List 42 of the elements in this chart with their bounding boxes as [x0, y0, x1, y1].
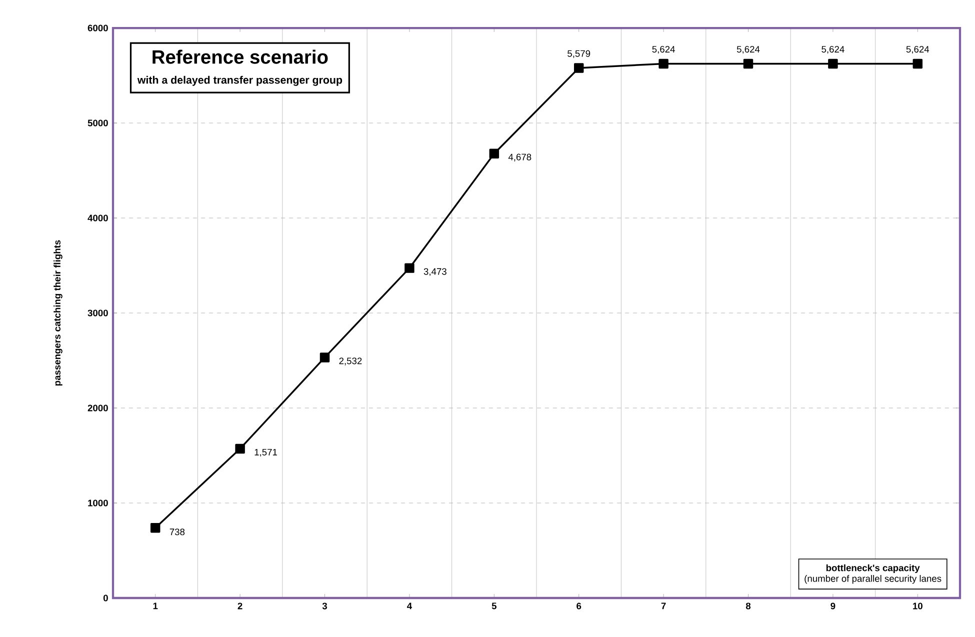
point — [912, 58, 923, 69]
y-tick-label: 1000 — [88, 500, 108, 506]
data-label: 3,473 — [424, 268, 446, 276]
x-axis-title: bottleneck's capacity — [826, 564, 920, 574]
y-tick-label: 2000 — [88, 404, 108, 412]
data-label: 738 — [170, 528, 185, 536]
y-tick-label: 5000 — [88, 120, 108, 126]
x-tick-label: 2 — [238, 602, 242, 610]
data-label: 5,579 — [568, 50, 590, 58]
point — [150, 523, 160, 533]
x-tick-label: 8 — [746, 602, 751, 610]
x-tick-label: 3 — [322, 602, 328, 610]
x-tick-label: 5 — [492, 602, 496, 610]
data-label: 5,624 — [736, 46, 760, 54]
point — [743, 58, 754, 69]
x-tick-label: 9 — [830, 602, 836, 610]
annotation: (number of parallel security lanes — [804, 575, 942, 584]
y-tick-label: 0 — [103, 594, 108, 602]
x-tick-label: 1 — [153, 602, 158, 610]
point — [489, 148, 500, 158]
x-tick-label: 4 — [407, 602, 412, 610]
x-tick-label: 6 — [576, 602, 582, 610]
point — [658, 58, 668, 69]
text: Reference scenario — [152, 50, 328, 64]
point — [320, 352, 330, 362]
y-tick-label: 3000 — [88, 310, 108, 316]
x-tick-label: 7 — [661, 602, 666, 610]
data-label: 1,571 — [254, 448, 277, 457]
data-label: 5,624 — [906, 46, 930, 54]
point — [828, 58, 838, 69]
y-axis-title: passengers catching their flights — [54, 240, 62, 386]
data-label: 5,624 — [652, 46, 675, 54]
data-label: 2,532 — [339, 358, 362, 366]
y-tick-label: 6000 — [88, 24, 108, 32]
data-label: 4,678 — [508, 154, 532, 162]
x-tick-label: 10 — [913, 602, 922, 610]
point — [235, 444, 245, 454]
text: with a delayed transfer passenger group — [137, 76, 342, 86]
data-label: 5,624 — [822, 46, 844, 54]
point — [574, 63, 584, 73]
y-tick-label: 4000 — [88, 214, 108, 222]
point — [404, 263, 414, 273]
